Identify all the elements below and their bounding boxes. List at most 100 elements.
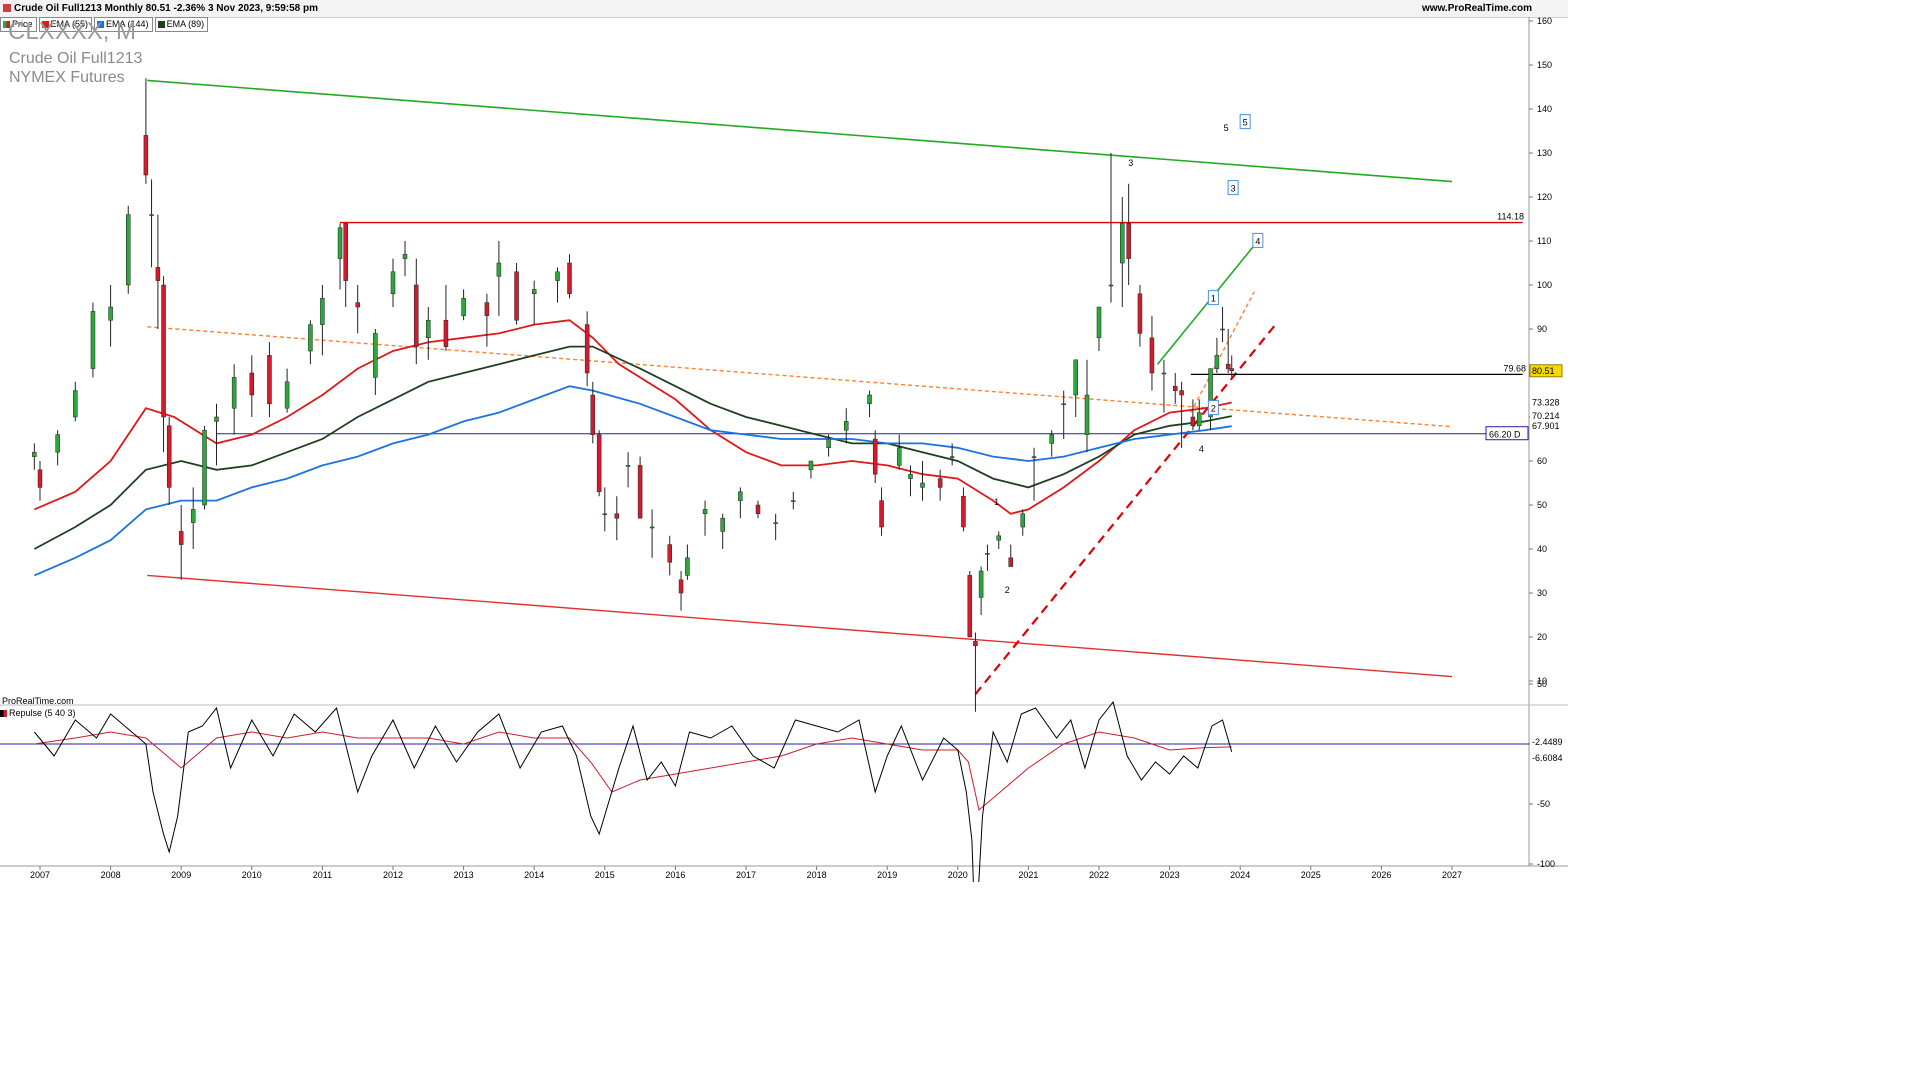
candle-body [402,253,408,259]
x-tick-label: 2021 [1018,870,1038,880]
y-tick-label: 120 [1537,192,1552,202]
candle-body [667,544,673,563]
wave-label-blue: 3 [1231,184,1236,194]
support-price-label: 66.20 D [1489,430,1521,440]
wave-box-blue [1227,180,1239,196]
candle-body [1161,372,1167,375]
y-tick-label: 140 [1537,104,1552,114]
legend-price[interactable]: Price [0,17,37,32]
close-icon[interactable] [3,4,11,12]
candle-body [555,271,560,281]
indicator-name: Repulse (5 40 3) [9,708,76,718]
candle-body [178,531,184,545]
indicator-legend: Repulse (5 40 3) [0,707,76,719]
candle-body [414,284,419,347]
x-tick-label: 2017 [736,870,756,880]
candle-body [590,394,596,435]
candle-body [355,302,360,308]
level-price-label: 79.68 [1503,363,1526,373]
y-tick-label: 40 [1537,544,1547,554]
candle-body [791,500,796,502]
ema55-price-label: 73.328 [1532,397,1560,407]
candle-body [1179,390,1184,396]
candle-body [149,214,154,216]
ema55-swatch-icon [41,21,49,28]
candle-body [1008,557,1013,567]
candle-body [978,570,984,598]
legend-bar: Price EMA (55) EMA (144) EMA (89) [0,17,210,32]
top-bar: Crude Oil Full1213 Monthly 80.51 -2.36% … [0,0,1568,18]
candle-body [496,262,502,277]
x-tick-label: 2023 [1160,870,1180,880]
repulse-line [34,700,1233,882]
ema-line-144 [34,385,1232,577]
red-dashed-trendline [974,323,1277,695]
candle-body [249,372,255,396]
orange-dashed-line-2 [1190,291,1255,413]
candle-body [108,306,113,321]
candle-body [961,495,966,528]
repulse-value-box [1530,752,1562,763]
candle-body [1120,223,1125,264]
candle-body [602,513,608,516]
candle-body [1020,513,1026,528]
x-tick-label: 2019 [877,870,897,880]
legend-ema89-label: EMA (89) [166,19,205,29]
legend-ema55[interactable]: EMA (55) [38,17,93,32]
candle-body [1031,456,1037,458]
candle-body [1220,328,1225,331]
y-tick-label: 150 [1537,60,1552,70]
candle-body [484,302,490,317]
candle-body [1096,306,1102,339]
legend-ema144[interactable]: EMA (144) [94,17,153,32]
x-tick-label: 2025 [1301,870,1321,880]
ema144-price-label-box [1530,420,1560,433]
candle-body [773,522,778,524]
x-tick-label: 2014 [524,870,544,880]
wave-label-red: 3 [1128,158,1133,168]
rep-tick-label: -50 [1537,799,1550,809]
candle-body [1126,223,1131,259]
legend-ema144-label: EMA (144) [106,19,149,29]
candle-body [126,214,131,286]
candle-body [214,416,219,422]
price-swatch-icon [3,21,10,28]
chart-canvas[interactable]: 1020304050607080901001101201301401501602… [0,0,1568,882]
candle-body [567,262,572,295]
candle-body [514,271,519,321]
candle-body [390,271,396,295]
x-tick-label: 2027 [1442,870,1462,880]
x-tick-label: 2024 [1230,870,1250,880]
candle-body [90,311,96,369]
candle-body [738,491,743,501]
legend-ema89[interactable]: EMA (89) [154,17,209,32]
candle-body [1137,293,1143,334]
candle-body [1229,368,1234,372]
candle-body [37,469,43,488]
rep-tick-label: 50 [1537,679,1547,689]
candle-body [1084,394,1090,435]
channel-bottom-line [147,574,1453,678]
candle-body [190,509,196,523]
site-link[interactable]: www.ProRealTime.com [1421,3,1532,14]
candle-body [343,223,348,281]
candle-body [678,579,684,594]
candle-body [73,390,78,418]
candle-body [1214,355,1220,369]
ema89-price-label: 70.214 [1532,411,1560,421]
instrument-code: CLXXXX, M [8,18,137,45]
x-tick-label: 2016 [665,870,685,880]
candle-body [461,297,466,317]
wave-label-blue: 2 [1211,404,1216,414]
candle-body [426,319,431,339]
ema89-price-label-box [1530,410,1560,423]
candle-body [967,575,973,638]
resistance-price-label: 114.18 [1497,212,1524,222]
last-price-label: 80.51 [1532,366,1555,376]
candle-body [949,456,955,458]
y-tick-label: 50 [1537,500,1547,510]
ema55-price-label-box [1530,396,1560,409]
candle-body [826,438,831,449]
candle-body [55,434,60,453]
ema-line-55 [34,319,1232,515]
